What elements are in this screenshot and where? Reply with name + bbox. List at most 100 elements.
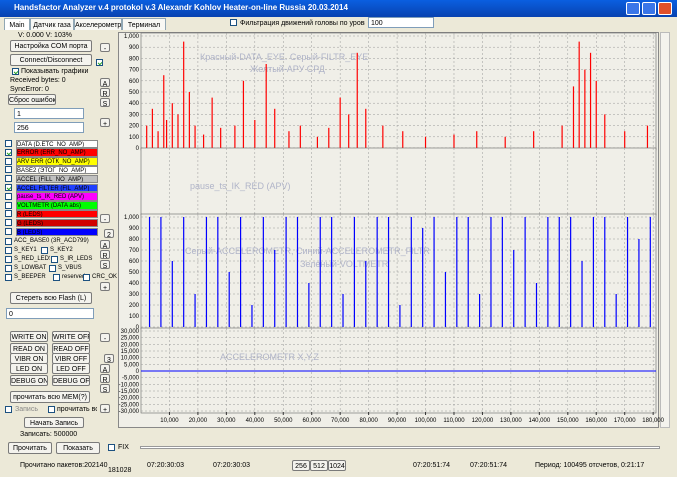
channel-checkbox[interactable] (5, 201, 12, 209)
channel-checkbox[interactable] (5, 157, 12, 165)
erase-input[interactable]: 0 (6, 308, 94, 319)
flag-label: ACC_BASE0 (3R_ACD799) (14, 238, 89, 244)
flag-checkbox[interactable] (5, 265, 12, 272)
command-button[interactable]: DEBUG ON (10, 375, 48, 386)
side-control[interactable]: R (100, 250, 110, 259)
channel-checkbox[interactable] (5, 192, 12, 200)
read-button[interactable]: Прочитать (8, 442, 52, 454)
channel-checkbox[interactable] (5, 228, 12, 235)
side-control[interactable]: A (100, 364, 110, 373)
side-control[interactable]: S (100, 260, 110, 269)
side-control[interactable]: 2 (104, 229, 114, 238)
filter-label: Фильтрация движений головы по уровню (240, 20, 365, 27)
channel-label[interactable]: ACCEL (FILL_NO_AMP) (16, 174, 98, 184)
close[interactable] (658, 2, 672, 15)
channel-label[interactable]: R (LEDS) (16, 209, 98, 219)
channel-label[interactable]: ACCEL FILTER (FIL_AMP) (16, 183, 98, 192)
side-control[interactable]: + (100, 118, 110, 127)
side-control[interactable]: S (100, 98, 110, 107)
command-button[interactable]: LED ON (10, 363, 48, 374)
channel-label[interactable]: VOLTMETR (DATA abs) (16, 201, 98, 210)
channel-checkbox[interactable] (5, 166, 12, 174)
show-graphs: Показывать графики (21, 68, 89, 75)
maximize[interactable] (642, 2, 656, 15)
side-control[interactable]: - (100, 214, 110, 223)
side-control[interactable]: + (100, 404, 110, 413)
zoom-button[interactable]: 512 (310, 460, 328, 471)
channel-checkbox[interactable] (5, 140, 12, 147)
plot-frame (118, 32, 659, 428)
connect-button[interactable]: Connect/Disconnect (10, 54, 92, 66)
side-control[interactable]: + (100, 282, 110, 291)
command-button[interactable]: WRITE OFF (52, 331, 90, 342)
read-all-label: прочитать все (57, 406, 97, 413)
record-count: Записать: 500000 (20, 431, 78, 438)
flag-checkbox[interactable] (83, 274, 90, 281)
start-record-button[interactable]: Начать Запись (24, 417, 84, 428)
filter-value[interactable]: 100 (368, 17, 434, 28)
flag-label: S_VBUS (58, 265, 82, 271)
read-all-checkbox[interactable] (48, 406, 55, 413)
zoom-button[interactable]: 1024 (328, 460, 346, 471)
voltage: V: 0.000 V: 103% (18, 32, 72, 39)
fix-checkbox[interactable] (108, 444, 115, 451)
side-control[interactable]: A (100, 240, 110, 249)
channel-label[interactable]: ARV ERR (ОТК_NO_AMP) (16, 157, 98, 166)
read-mem-button[interactable]: прочитать всю MEM(?) (10, 391, 90, 403)
graphs-checkbox[interactable] (96, 59, 103, 66)
flag-checkbox[interactable] (53, 274, 60, 281)
command-button[interactable]: DEBUG OFF (52, 375, 90, 386)
side-control[interactable]: - (100, 333, 110, 342)
channel-label[interactable]: DATA (D.ETC_NO_AMP) (16, 139, 98, 148)
side-control[interactable]: 3 (104, 354, 114, 363)
channel-checkbox[interactable] (5, 219, 12, 227)
record-checkbox[interactable] (5, 406, 12, 413)
side-control[interactable]: A (100, 78, 110, 87)
tab[interactable]: Акселерометр (74, 18, 122, 30)
reset-button[interactable]: Сброс ошибок (8, 94, 56, 105)
channel-label[interactable]: ERROR (ERR_NO_AMP) (16, 148, 98, 157)
show-graphs-checkbox[interactable] (12, 68, 19, 75)
time-4: 07:20:51:74 (470, 462, 507, 469)
flag-label: S_RED_LEDS (14, 256, 50, 262)
channel-checkbox[interactable] (5, 148, 12, 156)
flag-label: S_IR_LEDS (60, 256, 93, 262)
time-slider[interactable] (140, 446, 660, 449)
flag-checkbox[interactable] (41, 247, 48, 254)
flag-checkbox[interactable] (5, 256, 12, 263)
filter-checkbox[interactable] (230, 19, 237, 26)
tab[interactable]: Датчик газа (30, 18, 74, 30)
side-control[interactable]: S (100, 384, 110, 393)
flag-checkbox[interactable] (5, 238, 12, 245)
channel-checkbox[interactable] (5, 184, 12, 191)
zoom-button[interactable]: 256 (292, 460, 310, 471)
side-control[interactable]: R (100, 374, 110, 383)
erase-button[interactable]: Стереть всю Flash (L) (10, 292, 92, 304)
scrollbar[interactable] (660, 32, 670, 428)
channel-checkbox[interactable] (5, 210, 12, 218)
minimize[interactable] (626, 2, 640, 15)
flag-checkbox[interactable] (49, 265, 56, 272)
tab[interactable]: Терминал (122, 18, 166, 30)
com-button[interactable]: Настройка COM порта (10, 40, 92, 52)
channel-label[interactable]: pause_ts_IK_RED (APV) (16, 192, 98, 201)
input-2[interactable]: 256 (14, 122, 84, 133)
channel-checkbox[interactable] (5, 175, 12, 183)
period: Период: 100495 отсчетов, 0:21:17 (535, 462, 645, 469)
show-button[interactable]: Показать (56, 442, 100, 454)
tab[interactable]: Main (4, 18, 30, 30)
fix-label: FIX (118, 444, 129, 451)
flag-checkbox[interactable] (5, 274, 12, 281)
flag-checkbox[interactable] (5, 247, 12, 254)
side-control[interactable]: - (100, 43, 110, 52)
side-control[interactable]: R (100, 88, 110, 97)
flag-checkbox[interactable] (51, 256, 58, 263)
flag-label: S_BEEPER (14, 274, 46, 280)
channel-label[interactable]: G (LEDS) (16, 218, 98, 228)
channel-label[interactable]: B (LEDS) (16, 227, 98, 236)
command-button[interactable]: LED OFF (52, 363, 90, 374)
command-button[interactable]: WRITE ON (10, 331, 48, 342)
channel-label[interactable]: BASE2 (ЭТОГ_NO_AMP) (16, 165, 98, 175)
input-1[interactable]: 1 (14, 108, 84, 119)
flag-label: S_KEY1 (14, 247, 37, 253)
